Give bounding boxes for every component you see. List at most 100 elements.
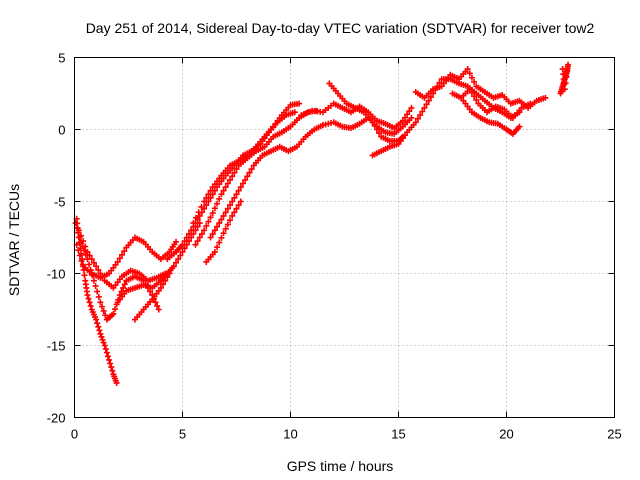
data-point xyxy=(121,248,128,255)
data-point xyxy=(190,220,197,227)
data-point xyxy=(75,247,82,254)
data-point xyxy=(106,356,113,363)
y-tick-label: -5 xyxy=(54,195,66,210)
data-point xyxy=(152,299,159,306)
data-point xyxy=(99,303,106,310)
data-point xyxy=(231,194,238,201)
data-point xyxy=(231,209,238,216)
data-point xyxy=(373,126,380,133)
data-point xyxy=(160,281,167,288)
data-point xyxy=(369,119,376,126)
data-point xyxy=(296,100,303,107)
data-point xyxy=(170,263,177,270)
data-point xyxy=(565,61,572,68)
x-axis-title: GPS time / hours xyxy=(287,458,394,474)
data-point xyxy=(90,259,97,266)
data-point xyxy=(239,180,246,187)
data-point xyxy=(464,66,471,73)
series-track-4 xyxy=(75,227,169,291)
data-point xyxy=(471,93,478,100)
data-point xyxy=(229,173,236,180)
data-point xyxy=(216,195,223,202)
data-point xyxy=(401,114,408,121)
data-point xyxy=(237,198,244,205)
data-point xyxy=(181,238,188,245)
data-point xyxy=(209,210,216,217)
data-point xyxy=(185,230,192,237)
data-point xyxy=(193,214,199,221)
data-point xyxy=(211,227,218,234)
data-point xyxy=(90,277,97,284)
data-point xyxy=(75,227,82,234)
series-track-18 xyxy=(449,86,534,121)
data-point xyxy=(97,270,104,277)
series-track-16 xyxy=(412,66,549,111)
data-point xyxy=(404,111,411,118)
data-point xyxy=(82,243,89,250)
series-track-10 xyxy=(207,122,326,241)
data-point xyxy=(468,89,475,96)
data-point xyxy=(516,123,523,130)
data-point xyxy=(203,194,210,201)
data-point xyxy=(425,97,432,104)
data-point xyxy=(233,205,240,212)
data-point xyxy=(86,261,93,268)
data-point xyxy=(216,239,223,246)
data-point xyxy=(80,238,87,245)
data-point xyxy=(248,166,255,173)
data-point xyxy=(406,108,413,115)
data-point xyxy=(244,173,251,180)
data-point xyxy=(109,367,116,374)
y-tick-label: -20 xyxy=(47,411,66,426)
data-point xyxy=(194,238,201,245)
data-point xyxy=(97,330,104,337)
y-tick-label: 0 xyxy=(58,123,65,138)
series-track-3 xyxy=(73,234,180,281)
x-tick-label: 5 xyxy=(179,427,186,442)
data-point xyxy=(99,274,106,281)
y-tick-label: -10 xyxy=(47,267,66,282)
data-point xyxy=(95,293,102,300)
data-point xyxy=(96,327,103,334)
data-point xyxy=(84,292,91,299)
data-point xyxy=(99,336,106,343)
data-point xyxy=(471,78,478,85)
data-point xyxy=(183,234,190,241)
axis-ticks xyxy=(74,57,615,418)
data-point xyxy=(227,202,234,209)
data-point xyxy=(188,227,195,234)
data-point xyxy=(205,218,212,225)
data-point xyxy=(207,214,214,221)
data-point xyxy=(101,342,108,349)
data-point xyxy=(220,187,227,194)
data-point xyxy=(100,339,107,346)
data-point xyxy=(104,353,111,360)
data-point xyxy=(203,202,210,209)
data-point xyxy=(376,130,383,137)
data-point xyxy=(229,212,236,219)
data-point xyxy=(218,216,225,223)
data-point xyxy=(98,333,105,340)
data-point xyxy=(166,270,173,277)
data-point xyxy=(417,112,424,119)
data-point xyxy=(175,256,182,263)
data-point xyxy=(222,184,229,191)
data-point xyxy=(173,238,180,245)
data-point xyxy=(211,205,218,212)
data-point xyxy=(399,117,406,124)
data-point xyxy=(242,176,249,183)
data-point xyxy=(76,252,83,259)
data-point xyxy=(235,187,242,194)
data-point xyxy=(201,198,208,205)
data-point xyxy=(196,234,203,241)
data-point xyxy=(114,258,121,265)
x-tick-label: 20 xyxy=(499,427,513,442)
data-point xyxy=(177,252,184,259)
data-point xyxy=(224,221,231,228)
data-point xyxy=(81,247,88,254)
data-point xyxy=(468,74,475,81)
series-track-6 xyxy=(131,270,173,323)
data-point xyxy=(408,104,415,111)
data-point xyxy=(564,67,571,74)
data-point xyxy=(84,248,91,255)
